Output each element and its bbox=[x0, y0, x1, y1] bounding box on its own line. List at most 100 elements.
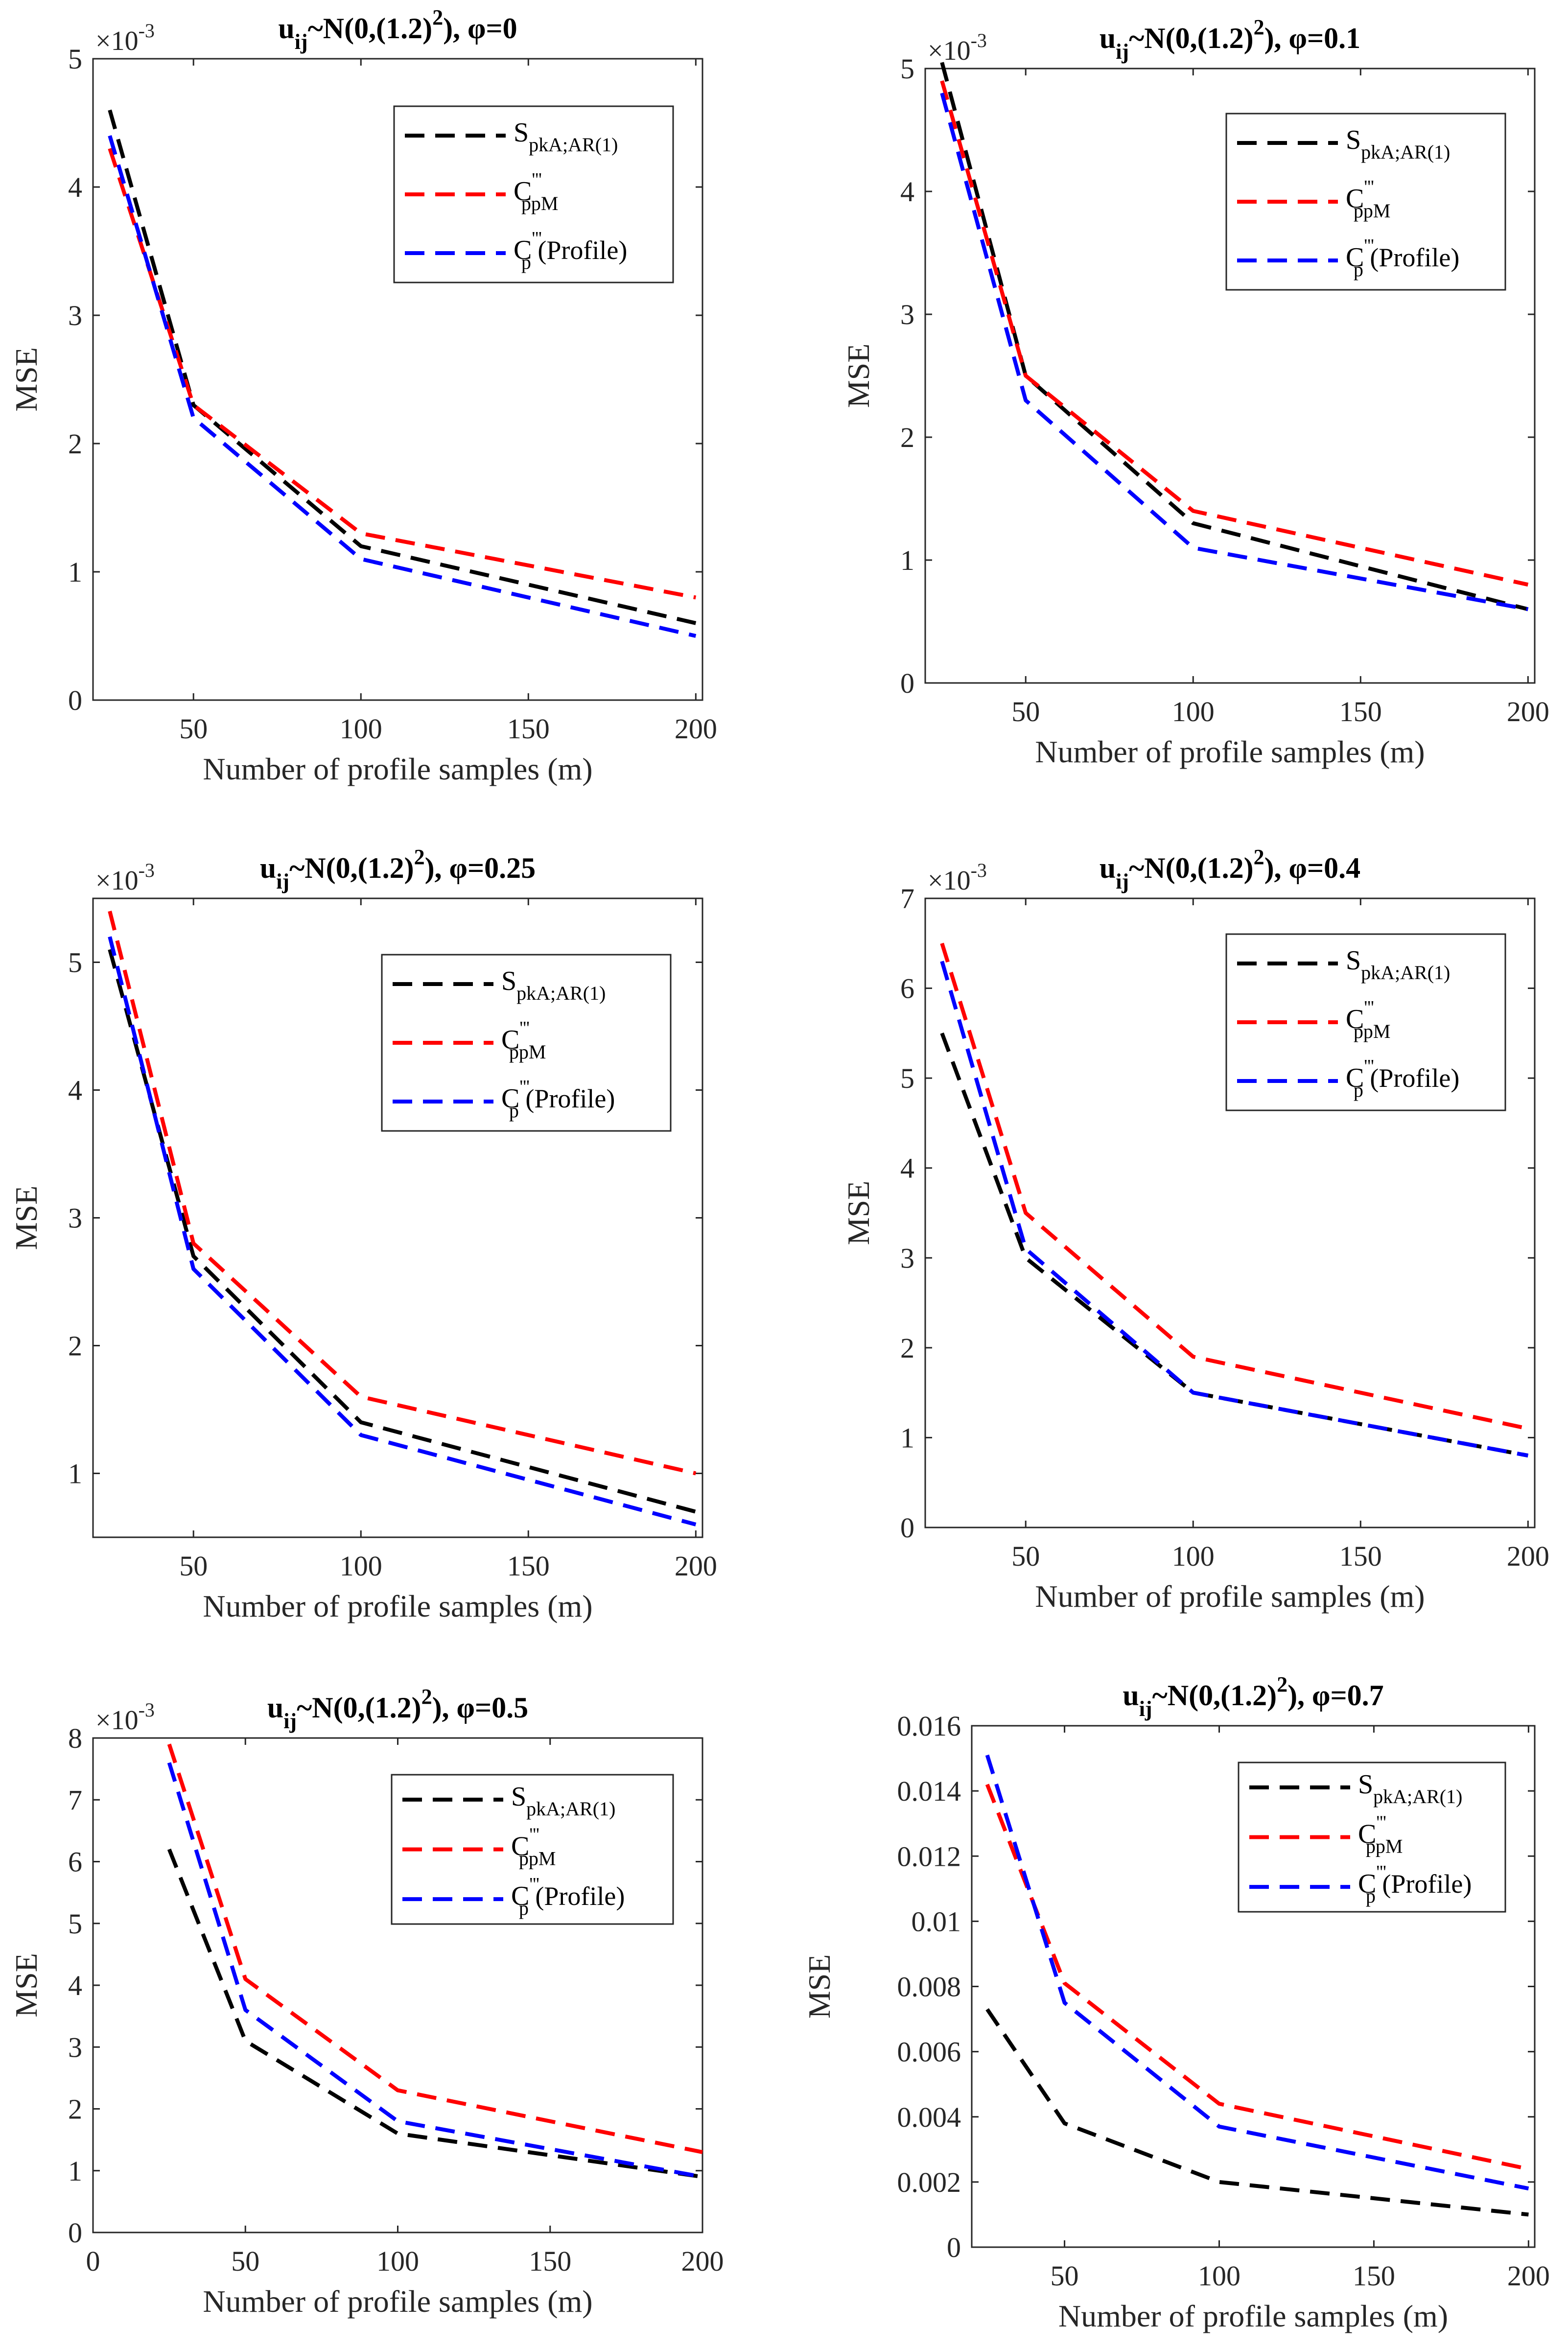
x-axis-label: Number of profile samples (m) bbox=[1035, 1579, 1425, 1614]
x-tick-label: 100 bbox=[340, 713, 382, 745]
legend: SpkA;AR(1) C''' ppM C''' p (Profile) bbox=[393, 105, 674, 283]
series-line bbox=[940, 93, 1529, 611]
y-tick-label: 0.016 bbox=[897, 1710, 961, 1742]
y-tick-label: 6 bbox=[900, 973, 914, 1005]
y-scale-factor: ×10-3 bbox=[95, 20, 155, 56]
legend-label: C''' ppM bbox=[514, 169, 558, 214]
y-tick-label: 0.008 bbox=[897, 1971, 961, 2003]
legend-label: C''' p (Profile) bbox=[1346, 1056, 1459, 1101]
chart-panel: 50 100 150 200 0 0.002 0.004 0.006 0.008 0.01 0.01… bbox=[802, 1672, 1550, 2333]
y-tick-label: 3 bbox=[68, 2031, 82, 2063]
legend-label: SpkA;AR(1) bbox=[1358, 1769, 1462, 1808]
y-tick-label: 1 bbox=[900, 1422, 914, 1454]
series-line bbox=[108, 911, 697, 1476]
x-tick-label: 200 bbox=[1507, 2260, 1550, 2292]
chart-title: uij~N(0,(1.2)2), φ=0.4 bbox=[1100, 845, 1360, 893]
x-tick-label: 150 bbox=[1353, 2260, 1395, 2292]
y-tick-label: 0.014 bbox=[897, 1775, 961, 1807]
legend-label: C''' p (Profile) bbox=[501, 1077, 615, 1122]
legend-label: C''' p (Profile) bbox=[1358, 1862, 1472, 1907]
y-tick-label: 2 bbox=[900, 1332, 914, 1364]
legend-label: SpkA;AR(1) bbox=[511, 1782, 615, 1820]
y-tick-label: 5 bbox=[68, 947, 82, 979]
x-tick-label: 50 bbox=[1011, 1540, 1040, 1572]
chart-panel: 50 100 150 200 0 1 2 3 4 5 6 7 ×10-3 uij~N(0,(1.2)2),… bbox=[841, 845, 1549, 1614]
y-axis-label: MSE bbox=[841, 1181, 876, 1245]
chart-panel: 0 50 100 150 200 0 1 2 3 4 5 6 7 8 ×10-3 uij~N(0,(1.2)2… bbox=[9, 1685, 724, 2319]
x-tick-label: 200 bbox=[1507, 696, 1549, 728]
chart-panel: 50 100 150 200 0 1 2 3 4 5 ×10-3 uij~N(0,(1.2)2), φ… bbox=[9, 5, 717, 786]
x-tick-label: 200 bbox=[675, 713, 717, 745]
legend-label: C''' ppM bbox=[1346, 177, 1390, 222]
x-tick-label: 50 bbox=[179, 713, 208, 745]
y-axis-label: MSE bbox=[9, 1953, 44, 2018]
legend: SpkA;AR(1) C''' ppM C''' p (Profile) bbox=[381, 954, 672, 1132]
y-scale-factor: ×10-3 bbox=[928, 29, 987, 66]
chart-panel: 50 100 150 200 1 2 3 4 5 ×10-3 uij~N(0,(1.2)2), φ=… bbox=[9, 845, 717, 1623]
legend-label: C''' p (Profile) bbox=[511, 1874, 625, 1919]
y-tick-label: 0 bbox=[68, 684, 82, 716]
x-tick-label: 100 bbox=[1198, 2260, 1240, 2292]
y-tick-label: 2 bbox=[68, 2093, 82, 2125]
legend-label: SpkA;AR(1) bbox=[1346, 945, 1450, 984]
x-tick-label: 0 bbox=[86, 2245, 100, 2277]
chart-title: uij~N(0,(1.2)2), φ=0.1 bbox=[1100, 15, 1360, 64]
legend-label: C''' ppM bbox=[1346, 997, 1390, 1042]
legend-label: C''' p (Profile) bbox=[1346, 235, 1459, 281]
x-tick-label: 150 bbox=[507, 1550, 550, 1582]
y-tick-label: 1 bbox=[68, 1458, 82, 1490]
legend-label: C''' ppM bbox=[511, 1825, 556, 1870]
x-tick-label: 50 bbox=[1051, 2260, 1079, 2292]
chart-title: uij~N(0,(1.2)2), φ=0.7 bbox=[1123, 1672, 1383, 1721]
series-line bbox=[167, 1743, 703, 2154]
y-tick-label: 4 bbox=[68, 171, 82, 203]
y-tick-label: 3 bbox=[900, 1242, 914, 1274]
y-tick-label: 0 bbox=[68, 2217, 82, 2249]
legend-label: C''' p (Profile) bbox=[514, 228, 627, 273]
y-tick-label: 2 bbox=[900, 422, 914, 453]
x-tick-label: 150 bbox=[529, 2245, 571, 2277]
y-axis-label: MSE bbox=[9, 347, 44, 412]
series-line bbox=[167, 1848, 703, 2179]
series-line bbox=[985, 2008, 1529, 2217]
x-tick-label: 200 bbox=[681, 2245, 724, 2277]
series-line bbox=[985, 1754, 1529, 2191]
y-tick-label: 3 bbox=[900, 299, 914, 330]
y-tick-label: 6 bbox=[68, 1846, 82, 1878]
y-tick-label: 5 bbox=[68, 43, 82, 75]
y-tick-label: 0.006 bbox=[897, 2036, 961, 2068]
chart-title: uij~N(0,(1.2)2), φ=0 bbox=[278, 5, 517, 54]
x-axis-label: Number of profile samples (m) bbox=[203, 2284, 592, 2319]
legend: SpkA;AR(1) C''' ppM C''' p (Profile) bbox=[1238, 1762, 1506, 1913]
y-tick-label: 0.01 bbox=[912, 1905, 961, 1937]
x-tick-label: 200 bbox=[675, 1550, 717, 1582]
x-tick-label: 50 bbox=[179, 1550, 208, 1582]
x-axis-label: Number of profile samples (m) bbox=[203, 1589, 592, 1623]
y-axis-label: MSE bbox=[9, 1186, 44, 1250]
y-axis-label: MSE bbox=[802, 1954, 837, 2019]
x-axis-label: Number of profile samples (m) bbox=[1058, 2299, 1448, 2333]
y-tick-label: 0.004 bbox=[897, 2101, 961, 2133]
y-tick-label: 0 bbox=[900, 667, 914, 699]
x-axis-label: Number of profile samples (m) bbox=[203, 752, 592, 786]
y-tick-label: 4 bbox=[68, 1075, 82, 1106]
y-tick-label: 3 bbox=[68, 300, 82, 331]
y-tick-label: 2 bbox=[68, 428, 82, 460]
y-axis-label: MSE bbox=[841, 344, 876, 408]
legend-label: C''' ppM bbox=[1358, 1812, 1403, 1857]
x-tick-label: 150 bbox=[1339, 696, 1382, 728]
series-line bbox=[940, 62, 1529, 611]
series-line bbox=[108, 135, 697, 638]
y-tick-label: 1 bbox=[900, 544, 914, 576]
x-tick-label: 100 bbox=[376, 2245, 419, 2277]
series-line bbox=[940, 942, 1529, 1431]
y-tick-label: 4 bbox=[68, 1970, 82, 2001]
legend: SpkA;AR(1) C''' ppM C''' p (Profile) bbox=[1225, 933, 1506, 1111]
series-line bbox=[108, 148, 697, 600]
series-line bbox=[940, 80, 1529, 587]
y-tick-label: 1 bbox=[68, 2155, 82, 2187]
series-line bbox=[167, 1762, 703, 2179]
y-tick-label: 0 bbox=[900, 1512, 914, 1544]
y-tick-label: 2 bbox=[68, 1330, 82, 1362]
